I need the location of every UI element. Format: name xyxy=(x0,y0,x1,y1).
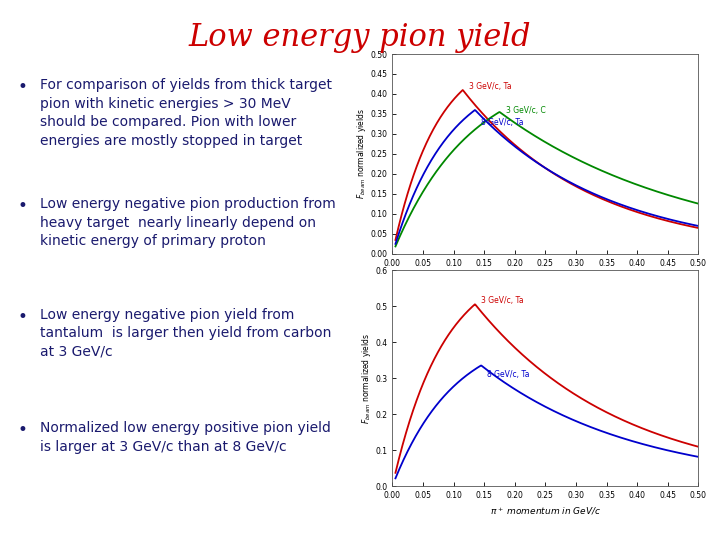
Text: •: • xyxy=(18,197,28,215)
Text: •: • xyxy=(18,308,28,326)
X-axis label: $\pi^+$ momentum in GeV/c: $\pi^+$ momentum in GeV/c xyxy=(490,505,601,517)
Text: 8 GeV/c, Ta: 8 GeV/c, Ta xyxy=(481,118,523,126)
Y-axis label: $F_{beam}$ normalized yields: $F_{beam}$ normalized yields xyxy=(359,333,373,423)
Text: 3 GeV/c, C: 3 GeV/c, C xyxy=(505,105,546,114)
X-axis label: π⁻ momentum in GeV/c: π⁻ momentum in GeV/c xyxy=(492,273,598,282)
Text: Low energy negative pion yield from
tantalum  is larger then yield from carbon
a: Low energy negative pion yield from tant… xyxy=(40,308,331,359)
Text: 3 GeV/c, Ta: 3 GeV/c, Ta xyxy=(481,296,523,305)
Text: 8 GeV/c, Ta: 8 GeV/c, Ta xyxy=(487,370,529,379)
Text: •: • xyxy=(18,421,28,439)
Y-axis label: $F_{beam}$ normalized yields: $F_{beam}$ normalized yields xyxy=(355,109,368,199)
Text: Low energy pion yield: Low energy pion yield xyxy=(189,22,531,52)
Text: Low energy negative pion production from
heavy target  nearly linearly depend on: Low energy negative pion production from… xyxy=(40,197,336,248)
Text: For comparison of yields from thick target
pion with kinetic energies > 30 MeV
s: For comparison of yields from thick targ… xyxy=(40,78,332,147)
Text: 3 GeV/c, Ta: 3 GeV/c, Ta xyxy=(469,82,511,91)
Text: •: • xyxy=(18,78,28,96)
Text: Normalized low energy positive pion yield
is larger at 3 GeV/c than at 8 GeV/c: Normalized low energy positive pion yiel… xyxy=(40,421,330,454)
